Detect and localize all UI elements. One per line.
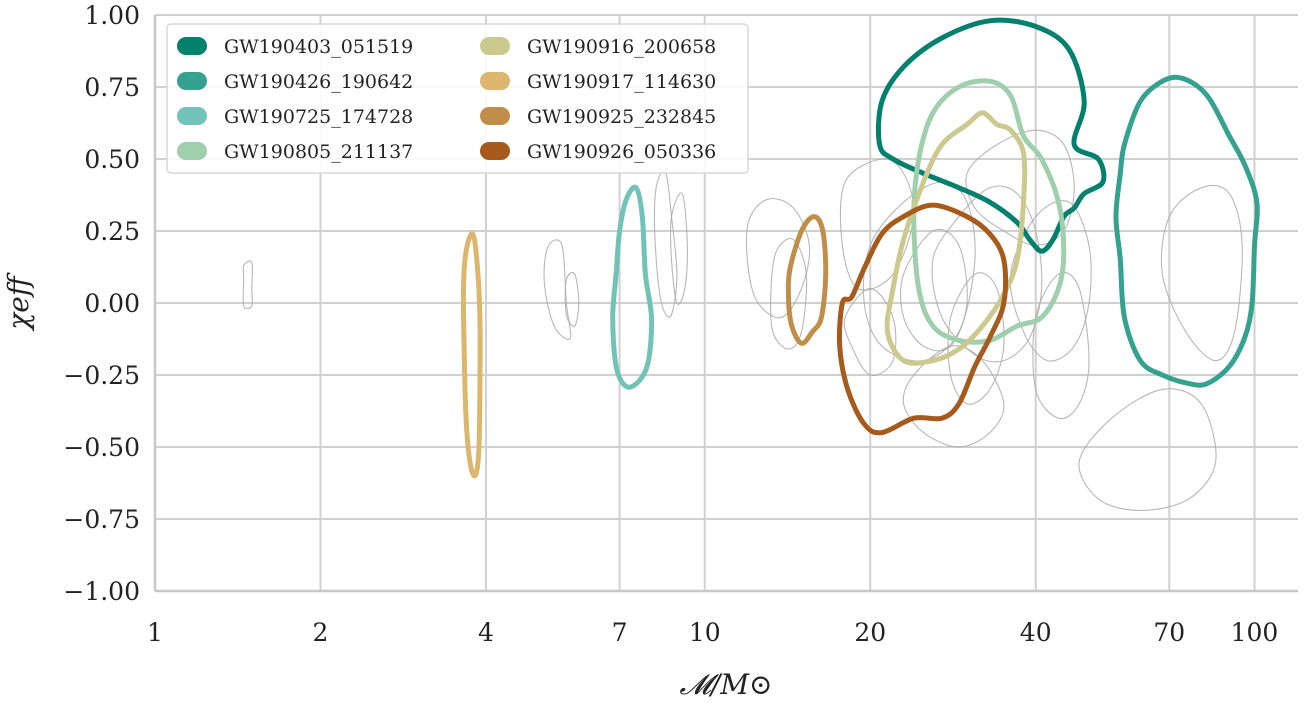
x-tick-label-8: 100 (1231, 618, 1279, 647)
background-contour-6 (769, 238, 808, 350)
series-contour-GW190917_114630 (460, 231, 483, 479)
y-tick-label-5: 0.25 (84, 217, 140, 246)
y-tick-label-8: 1.00 (84, 1, 140, 30)
background-contour-18 (843, 288, 897, 377)
x-tick-label-0: 1 (147, 618, 163, 647)
background-contour-7 (839, 158, 915, 291)
series-contour-GW190925_232845 (785, 214, 829, 346)
series-contour-GW190926_050336 (836, 202, 1009, 436)
legend-label-6: GW190925_232845 (527, 106, 716, 128)
y-tick-label-3: −0.25 (63, 361, 140, 390)
background-contour-0 (242, 260, 253, 310)
background-contour-4 (669, 192, 689, 305)
legend-swatch-5 (480, 72, 510, 90)
legend: GW190403_051519 GW190426_190642 GW190725_1… (166, 23, 749, 174)
x-tick-label-6: 40 (1020, 618, 1052, 647)
x-tick-label-1: 2 (313, 618, 329, 647)
series-contour-GW190805_211137 (911, 78, 1067, 345)
series-contour-GW190403_051519 (875, 17, 1107, 254)
legend-swatch-6 (480, 107, 510, 125)
legend-swatch-3 (177, 142, 207, 160)
background-contour-17 (1160, 184, 1243, 362)
legend-label-5: GW190917_114630 (527, 71, 716, 93)
y-tick-label-0: −1.00 (63, 577, 140, 606)
background-contour-2 (564, 271, 580, 327)
series-contours (460, 17, 1260, 479)
axes: 1 2 4 7 10 20 40 70 100 −1.00 −0.75 −0.50 −0.25 0.00 0… (63, 1, 1298, 647)
background-contour-11 (947, 272, 1005, 405)
background-contour-9 (899, 228, 968, 352)
x-tick-label-3: 7 (612, 618, 628, 647)
legend-label-7: GW190926_050336 (527, 141, 716, 163)
legend-label-2: GW190725_174728 (224, 106, 413, 128)
x-tick-label-2: 4 (478, 618, 494, 647)
background-contour-5 (745, 198, 811, 319)
y-tick-label-1: −0.75 (63, 505, 140, 534)
legend-label-0: GW190403_051519 (224, 36, 413, 58)
y-tick-label-7: 0.75 (84, 73, 140, 102)
legend-label-3: GW190805_211137 (224, 141, 413, 163)
y-tick-label-2: −0.50 (63, 433, 140, 462)
legend-swatch-1 (177, 72, 207, 90)
x-tick-label-4: 10 (689, 618, 721, 647)
y-tick-label-4: 0.00 (84, 289, 140, 318)
background-contour-16 (1078, 388, 1217, 511)
y-tick-label-6: 0.50 (84, 145, 140, 174)
background-contour-3 (653, 170, 678, 318)
x-tick-label-7: 70 (1153, 618, 1185, 647)
background-contour-8 (862, 181, 976, 362)
x-tick-label-5: 20 (854, 618, 886, 647)
x-axis-label: 𝓜/M⊙ (680, 668, 773, 701)
legend-label-4: GW190916_200658 (527, 36, 716, 58)
series-contour-GW190426_190642 (1113, 74, 1260, 388)
y-axis-label: χeff (2, 272, 35, 332)
legend-swatch-7 (480, 142, 510, 160)
legend-swatch-4 (480, 37, 510, 55)
series-contour-GW190916_200658 (884, 110, 1028, 366)
legend-swatch-0 (177, 37, 207, 55)
background-contour-1 (543, 239, 572, 340)
background-contours (242, 129, 1243, 511)
legend-label-1: GW190426_190642 (224, 71, 413, 93)
background-contour-14 (1009, 200, 1092, 362)
series-contour-GW190725_174728 (610, 184, 655, 390)
legend-box (166, 23, 749, 174)
legend-swatch-2 (177, 107, 207, 125)
